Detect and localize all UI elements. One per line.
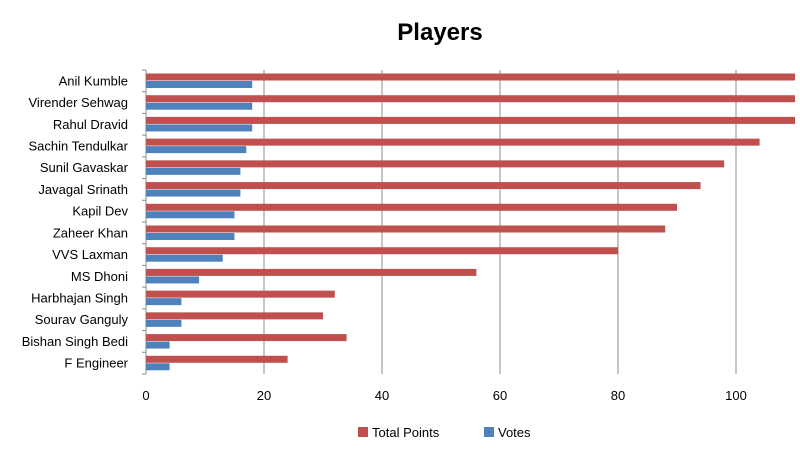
x-axis-tick-labels: 0 20 40 60 80 100 (142, 388, 746, 403)
bar-votes (146, 341, 170, 349)
category-label: Zaheer Khan (53, 225, 128, 240)
category-label: Sunil Gavaskar (40, 160, 129, 175)
category-labels: Anil Kumble Virender Sehwag Rahul Dravid Sa… (22, 73, 129, 370)
bar-votes (146, 298, 182, 306)
x-tick-label: 80 (611, 388, 625, 403)
legend-swatch (358, 427, 368, 437)
bar-votes (146, 319, 182, 327)
bar-total-points (146, 355, 288, 363)
chart-title: Players (397, 19, 482, 46)
legend: Total Points Votes (358, 425, 531, 440)
category-label: MS Dhoni (71, 269, 128, 284)
bar-total-points (146, 95, 795, 103)
bar-total-points (146, 290, 335, 298)
category-label: VVS Laxman (52, 247, 128, 262)
bar-total-points (146, 225, 666, 233)
bars (146, 73, 795, 371)
bar-total-points (146, 138, 760, 146)
bar-votes (146, 81, 253, 88)
bar-total-points (146, 73, 795, 81)
bar-votes (146, 167, 241, 175)
category-label: F Engineer (64, 356, 128, 371)
legend-swatch (484, 427, 494, 437)
bar-total-points (146, 247, 618, 255)
bar-votes (146, 146, 247, 154)
category-label: Sachin Tendulkar (29, 139, 129, 154)
bar-total-points (146, 116, 795, 124)
legend-label: Votes (498, 425, 531, 440)
x-tick-label: 40 (375, 388, 389, 403)
bar-votes (146, 254, 223, 262)
category-label: Bishan Singh Bedi (22, 334, 128, 349)
bar-votes (146, 363, 170, 371)
bar-total-points (146, 268, 477, 276)
category-label: Harbhajan Singh (31, 291, 128, 306)
category-label: Anil Kumble (59, 73, 128, 88)
category-label: Kapil Dev (72, 204, 128, 219)
bar-total-points (146, 203, 677, 211)
x-tick-label: 60 (493, 388, 507, 403)
category-label: Sourav Ganguly (35, 312, 129, 327)
x-tick-label: 0 (142, 388, 149, 403)
x-tick-label: 100 (725, 388, 747, 403)
bar-total-points (146, 334, 347, 342)
bar-votes (146, 124, 253, 132)
bar-votes (146, 102, 253, 110)
bar-votes (146, 189, 241, 197)
category-label: Rahul Dravid (53, 117, 128, 132)
x-tick-label: 20 (257, 388, 271, 403)
category-label: Virender Sehwag (29, 95, 129, 110)
bar-total-points (146, 312, 323, 320)
bar-total-points (146, 182, 701, 190)
gridlines (142, 69, 737, 375)
bar-votes (146, 276, 200, 284)
bar-votes (146, 211, 235, 219)
legend-label: Total Points (372, 425, 440, 440)
bar-total-points (146, 160, 725, 168)
category-label: Javagal Srinath (38, 182, 128, 197)
bar-votes (146, 233, 235, 240)
